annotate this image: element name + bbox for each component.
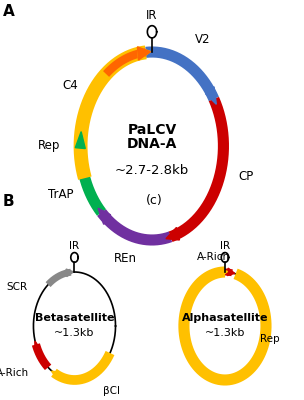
Text: V2: V2 (195, 33, 210, 46)
Polygon shape (75, 132, 85, 148)
Text: βCI: βCI (103, 386, 120, 396)
Text: Alphasatellite: Alphasatellite (182, 313, 268, 323)
Polygon shape (66, 269, 74, 276)
Polygon shape (227, 268, 235, 276)
Text: ~2.7-2.8kb: ~2.7-2.8kb (115, 164, 189, 176)
Text: IR: IR (69, 240, 80, 250)
Text: PaLCV: PaLCV (127, 123, 177, 137)
Polygon shape (206, 87, 216, 104)
Text: (c): (c) (146, 194, 163, 207)
Text: DNA-A: DNA-A (127, 137, 177, 151)
Text: Rep: Rep (260, 334, 279, 344)
Text: B: B (3, 194, 15, 209)
Polygon shape (137, 47, 150, 60)
Polygon shape (52, 371, 59, 379)
Text: ~1.3kb: ~1.3kb (205, 328, 245, 338)
Polygon shape (166, 228, 179, 240)
Text: CP: CP (238, 170, 254, 183)
Text: A: A (3, 4, 15, 19)
Text: C4: C4 (62, 79, 78, 92)
Text: IR: IR (146, 10, 158, 22)
Text: A-Rich: A-Rich (197, 252, 230, 262)
Text: TrAP: TrAP (47, 188, 73, 201)
Text: A-Rich: A-Rich (0, 368, 29, 378)
Polygon shape (98, 208, 111, 224)
Polygon shape (35, 341, 40, 351)
Text: IR: IR (220, 240, 230, 250)
Text: SCR: SCR (6, 282, 27, 292)
Text: ~1.3kb: ~1.3kb (54, 328, 95, 338)
Polygon shape (137, 47, 150, 60)
Text: REn: REn (114, 252, 137, 266)
Polygon shape (220, 269, 228, 276)
Text: Rep: Rep (38, 140, 60, 152)
Text: Betasatellite: Betasatellite (35, 313, 114, 323)
